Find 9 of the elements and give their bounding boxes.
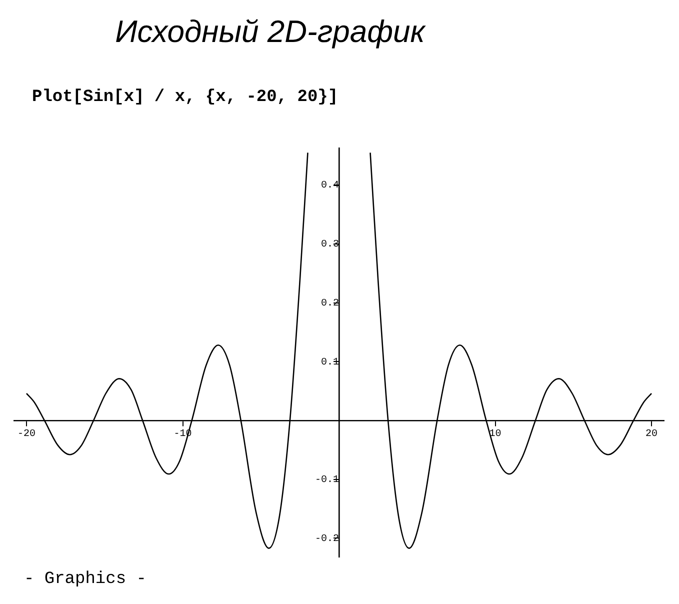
y-tick-label: 0.1 xyxy=(320,357,339,368)
y-tick-label: -0.1 xyxy=(314,474,339,486)
x-tick-label: 10 xyxy=(489,429,502,440)
chart-title: Исходный 2D-график xyxy=(114,14,427,50)
x-tick-label: 20 xyxy=(645,429,658,440)
chart-subtitle: Plot[Sin[x] / x, {x, -20, 20}] xyxy=(32,88,338,107)
y-tick-label: 0.3 xyxy=(320,240,339,251)
text: - Graphics - xyxy=(24,570,146,589)
x-tick-label: -20 xyxy=(17,429,36,440)
